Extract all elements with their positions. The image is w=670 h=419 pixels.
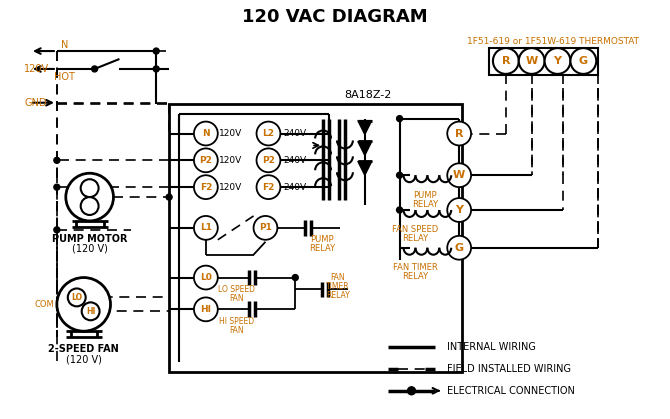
Circle shape <box>194 266 218 290</box>
Text: L2: L2 <box>263 129 275 138</box>
Circle shape <box>448 198 471 222</box>
Circle shape <box>545 48 570 74</box>
Text: F2: F2 <box>262 183 275 191</box>
Text: FAN: FAN <box>229 294 244 303</box>
Text: R: R <box>502 56 510 66</box>
Text: FIELD INSTALLED WIRING: FIELD INSTALLED WIRING <box>448 364 572 374</box>
Text: G: G <box>579 56 588 66</box>
Circle shape <box>194 297 218 321</box>
Text: L1: L1 <box>200 223 212 233</box>
Text: (120 V): (120 V) <box>66 354 102 364</box>
Text: L0: L0 <box>200 273 212 282</box>
Text: 120V: 120V <box>219 129 243 138</box>
Text: PUMP MOTOR: PUMP MOTOR <box>52 234 127 244</box>
Text: N: N <box>202 129 210 138</box>
Text: HI: HI <box>86 307 95 316</box>
Text: 1F51-619 or 1F51W-619 THERMOSTAT: 1F51-619 or 1F51W-619 THERMOSTAT <box>466 36 639 46</box>
Text: 120V: 120V <box>24 64 49 74</box>
Text: (120 V): (120 V) <box>72 244 108 254</box>
Circle shape <box>397 207 403 213</box>
Text: RELAY: RELAY <box>326 291 350 300</box>
Circle shape <box>194 175 218 199</box>
Circle shape <box>253 216 277 240</box>
Circle shape <box>493 48 519 74</box>
Text: TIMER: TIMER <box>326 282 350 291</box>
Text: FAN: FAN <box>229 326 244 335</box>
Text: RELAY: RELAY <box>309 244 335 253</box>
Circle shape <box>153 66 159 72</box>
Polygon shape <box>358 121 372 134</box>
Circle shape <box>292 274 298 281</box>
Bar <box>169 104 462 372</box>
Circle shape <box>66 173 113 221</box>
Text: Y: Y <box>455 205 463 215</box>
Circle shape <box>448 122 471 145</box>
Text: FAN SPEED: FAN SPEED <box>393 225 439 234</box>
Text: RELAY: RELAY <box>403 234 429 243</box>
Text: W: W <box>525 56 538 66</box>
Text: GND: GND <box>24 98 47 108</box>
Circle shape <box>397 116 403 122</box>
Circle shape <box>257 122 280 145</box>
Circle shape <box>92 66 98 72</box>
Text: LO SPEED: LO SPEED <box>218 285 255 294</box>
Text: G: G <box>455 243 464 253</box>
Text: ELECTRICAL CONNECTION: ELECTRICAL CONNECTION <box>448 386 575 396</box>
Text: F2: F2 <box>200 183 212 191</box>
Circle shape <box>194 216 218 240</box>
Circle shape <box>57 277 111 331</box>
Text: HI SPEED: HI SPEED <box>219 317 254 326</box>
Text: RELAY: RELAY <box>412 199 438 209</box>
Text: 240V: 240V <box>283 129 307 138</box>
Text: FAN TIMER: FAN TIMER <box>393 263 438 272</box>
Circle shape <box>407 387 415 395</box>
Text: 240V: 240V <box>283 156 307 165</box>
Text: R: R <box>455 129 464 139</box>
Circle shape <box>54 227 60 233</box>
Circle shape <box>82 303 100 320</box>
Circle shape <box>448 163 471 187</box>
Text: 240V: 240V <box>283 183 307 191</box>
Circle shape <box>54 184 60 190</box>
Circle shape <box>80 179 98 197</box>
Text: P1: P1 <box>259 223 272 233</box>
Bar <box>489 48 598 75</box>
Text: N: N <box>61 40 68 50</box>
Circle shape <box>397 172 403 178</box>
Circle shape <box>570 48 596 74</box>
Circle shape <box>519 48 545 74</box>
Text: 8A18Z-2: 8A18Z-2 <box>344 90 391 100</box>
Circle shape <box>448 236 471 260</box>
Text: P2: P2 <box>200 156 212 165</box>
Circle shape <box>80 197 98 215</box>
Text: PUMP: PUMP <box>413 191 438 199</box>
Circle shape <box>194 148 218 172</box>
Text: 120V: 120V <box>219 183 243 191</box>
Circle shape <box>166 194 172 200</box>
Text: HOT: HOT <box>54 72 75 82</box>
Text: LO: LO <box>71 293 82 302</box>
Text: 120V: 120V <box>219 156 243 165</box>
Text: Y: Y <box>553 56 561 66</box>
Text: INTERNAL WIRING: INTERNAL WIRING <box>448 342 536 352</box>
Text: P2: P2 <box>262 156 275 165</box>
Text: RELAY: RELAY <box>403 272 429 281</box>
Text: FAN: FAN <box>331 273 345 282</box>
Text: COM: COM <box>34 300 54 309</box>
Text: W: W <box>453 170 465 180</box>
Circle shape <box>54 158 60 163</box>
Text: PUMP: PUMP <box>310 235 334 244</box>
Text: HI: HI <box>200 305 211 314</box>
Circle shape <box>257 175 280 199</box>
Text: 120 VAC DIAGRAM: 120 VAC DIAGRAM <box>242 8 428 26</box>
Polygon shape <box>358 161 372 175</box>
Circle shape <box>153 48 159 54</box>
Text: 2-SPEED FAN: 2-SPEED FAN <box>48 344 119 354</box>
Circle shape <box>194 122 218 145</box>
Polygon shape <box>358 142 372 155</box>
Circle shape <box>257 148 280 172</box>
Circle shape <box>68 288 86 306</box>
